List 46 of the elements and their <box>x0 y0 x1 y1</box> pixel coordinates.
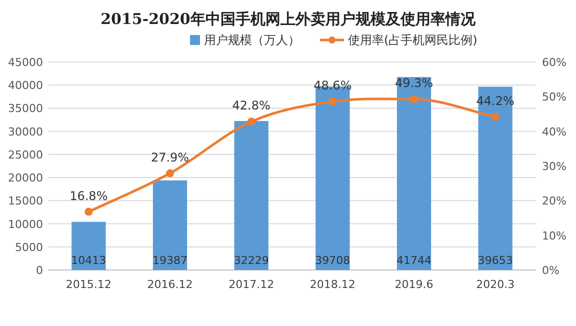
data-label: 42.8% <box>232 98 270 113</box>
y2-tick-label: 60% <box>542 56 566 69</box>
y2-tick-label: 50% <box>542 90 566 104</box>
y-tick-label: 35000 <box>8 102 43 116</box>
chart-title: 2015-2020年中国手机网上外卖用户规模及使用率情况 <box>100 10 476 28</box>
data-label: 41744 <box>396 254 432 267</box>
x-tick-label: 2017.12 <box>228 278 274 291</box>
bar <box>478 86 512 270</box>
y2-tick-label: 30% <box>542 160 566 173</box>
point <box>491 112 500 121</box>
y-tick-label: 25000 <box>8 148 43 162</box>
data-label: 39708 <box>315 254 350 267</box>
point <box>247 118 256 126</box>
y-tick-label: 20000 <box>8 172 43 185</box>
point <box>410 95 418 104</box>
y2-tick-label: 10% <box>542 229 566 242</box>
x-tick-label: 2015.12 <box>66 278 112 291</box>
bar <box>234 121 268 270</box>
y-tick-label: 15000 <box>8 194 43 208</box>
data-label: 16.8% <box>70 188 108 203</box>
data-label: 27.9% <box>150 150 190 164</box>
y-tick-label: 40000 <box>8 79 43 92</box>
point <box>84 208 93 216</box>
y-tick-label: 10000 <box>8 218 43 231</box>
y2-tick-label: 0% <box>542 264 560 277</box>
y2-tick-label: 20% <box>542 194 566 208</box>
data-label: 10413 <box>71 254 106 267</box>
y-tick-label: 0 <box>36 264 43 277</box>
y-tick-label: 45000 <box>8 56 43 69</box>
x-tick-label: 2019.6 <box>394 278 434 291</box>
bar <box>396 77 432 270</box>
x-tick-label: 2018.12 <box>310 278 356 291</box>
x-tick-label: 2020.3 <box>476 278 515 291</box>
point <box>328 98 337 106</box>
legend-label: 用户规模（万人） <box>204 33 300 47</box>
point <box>166 169 174 178</box>
y-tick-label: 30000 <box>8 125 43 138</box>
bar <box>72 222 106 270</box>
y-tick-label: 5000 <box>15 240 43 254</box>
data-label: 39653 <box>478 254 513 267</box>
data-label: 32229 <box>234 254 269 267</box>
legend-label: 使用率(占手机网民比例) <box>348 33 478 47</box>
bar <box>152 180 188 270</box>
y2-tick-label: 40% <box>542 125 566 138</box>
data-label: 19387 <box>152 254 188 267</box>
x-tick-label: 2016.12 <box>147 278 193 291</box>
